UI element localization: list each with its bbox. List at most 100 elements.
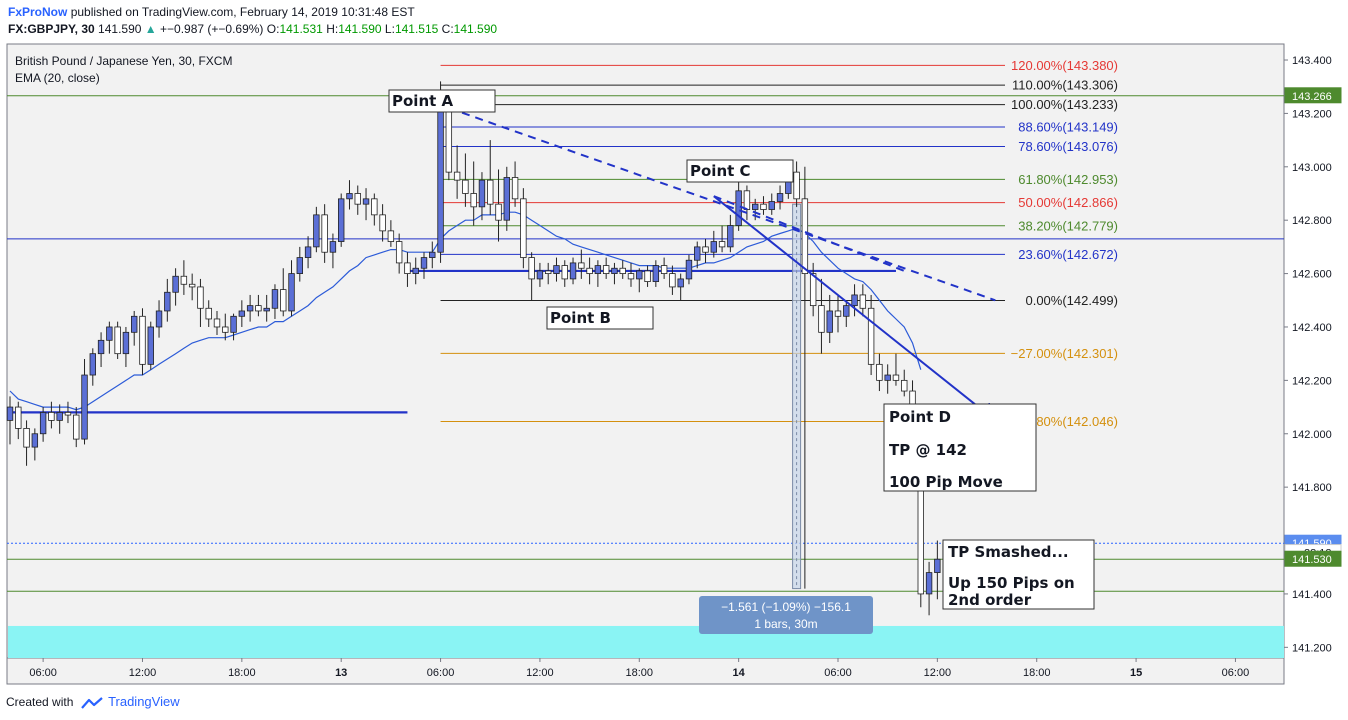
candle xyxy=(793,161,800,207)
candle-body xyxy=(246,305,254,312)
publisher-name[interactable]: FxProNow xyxy=(8,5,68,19)
candle xyxy=(677,273,684,301)
candle xyxy=(89,348,96,386)
legend-instrument: British Pound / Japanese Yen, 30, FXCM xyxy=(15,54,232,68)
candle xyxy=(611,262,618,285)
candle xyxy=(470,161,477,226)
candle-body xyxy=(64,411,72,416)
candle xyxy=(652,260,660,287)
candle-body xyxy=(395,241,403,264)
candle xyxy=(644,265,651,287)
candle xyxy=(934,540,941,600)
candle-body xyxy=(445,105,453,173)
candle xyxy=(271,284,279,319)
candle-body xyxy=(172,275,179,293)
fib-level-label: 23.60%(142.672) xyxy=(1018,247,1118,262)
annotation-line: TP Smashed... xyxy=(948,543,1069,561)
candle xyxy=(420,252,428,279)
candle xyxy=(536,262,544,287)
candle-body xyxy=(6,406,14,421)
candle xyxy=(147,321,154,370)
price-chart[interactable]: 120.00%(143.380) 110.00%(143.306) 100.00%(… xyxy=(0,0,1348,690)
candle-body xyxy=(644,270,651,282)
price-range-bars-label: 1 bars, 30m xyxy=(754,617,817,631)
dashed-trend-line xyxy=(713,195,905,272)
candle-body xyxy=(611,267,618,274)
candle-body xyxy=(669,273,676,288)
candle xyxy=(586,257,593,285)
candle-body xyxy=(304,246,312,258)
footer: Created with TradingView xyxy=(6,694,180,709)
candle xyxy=(528,252,535,301)
candle xyxy=(694,241,701,269)
y-tick-label: 142.200 xyxy=(1292,375,1332,387)
candle xyxy=(48,401,55,429)
price-range-change-label: −1.561 (−1.09%) −156.1 xyxy=(721,600,851,614)
candle xyxy=(826,294,833,343)
price-axis-tag xyxy=(1284,87,1342,104)
candle-body xyxy=(884,374,891,381)
candle-body xyxy=(553,265,560,274)
candle-body xyxy=(867,307,875,365)
candle-body xyxy=(354,193,361,205)
candle-body xyxy=(48,411,55,421)
annotation-line: 100 Pip Move xyxy=(889,473,1003,491)
candle-body xyxy=(619,267,626,274)
dashed-trend-line xyxy=(448,107,996,302)
low-value: 141.515 xyxy=(394,22,439,36)
candle xyxy=(31,428,39,461)
candle-body xyxy=(760,203,767,210)
candle-body xyxy=(280,289,287,312)
candle xyxy=(321,204,328,263)
x-tick-label: 18:00 xyxy=(228,667,256,679)
candle-body xyxy=(851,294,858,307)
candle-body xyxy=(801,198,809,274)
candle-body xyxy=(106,326,113,341)
candle-body xyxy=(487,179,494,205)
candle xyxy=(478,172,486,221)
fib-level-label: −61.80%(142.046) xyxy=(1011,414,1118,429)
fib-level-label: −27.00%(142.301) xyxy=(1011,346,1118,361)
candle-body xyxy=(528,257,535,280)
candle-body xyxy=(503,177,510,221)
candle xyxy=(97,332,105,368)
y-tick-label: 141.200 xyxy=(1292,642,1332,654)
candle-body xyxy=(710,241,717,253)
candle xyxy=(876,353,883,392)
x-tick-label: 06:00 xyxy=(1222,667,1250,679)
candle-body xyxy=(362,198,370,205)
candle xyxy=(337,193,345,247)
candle xyxy=(627,262,635,287)
candle-body xyxy=(313,214,320,248)
candle-body xyxy=(130,315,138,333)
candle xyxy=(371,193,378,226)
candle xyxy=(329,233,337,269)
candle-body xyxy=(429,251,436,258)
fib-level-label: 0.00%(142.499) xyxy=(1025,293,1118,308)
candle xyxy=(6,396,14,445)
candle xyxy=(561,260,568,287)
annotation-line: Up 150 Pips on xyxy=(948,574,1075,592)
tradingview-brand-link[interactable]: TradingView xyxy=(108,694,180,709)
candle-body xyxy=(437,105,444,253)
annotation-label: Point C xyxy=(690,162,751,180)
candle-body xyxy=(793,171,800,200)
price-change: +−0.987 (+−0.69%) xyxy=(160,22,264,36)
candle-body xyxy=(188,283,196,288)
candle xyxy=(354,185,361,215)
candle-body xyxy=(81,374,88,440)
price-range-box xyxy=(699,596,873,634)
high-label: H: xyxy=(326,22,339,36)
candle-body xyxy=(627,273,635,280)
close-label: C: xyxy=(441,22,454,36)
candle-body xyxy=(876,363,883,381)
candle-body xyxy=(288,273,295,312)
annotation-label: Point A xyxy=(392,92,454,110)
candle xyxy=(139,308,146,376)
candle-body xyxy=(205,307,212,320)
candle-body xyxy=(271,289,279,309)
candle xyxy=(511,161,519,207)
candle-body xyxy=(892,374,900,381)
candle-body xyxy=(735,190,742,226)
candle xyxy=(776,185,784,210)
